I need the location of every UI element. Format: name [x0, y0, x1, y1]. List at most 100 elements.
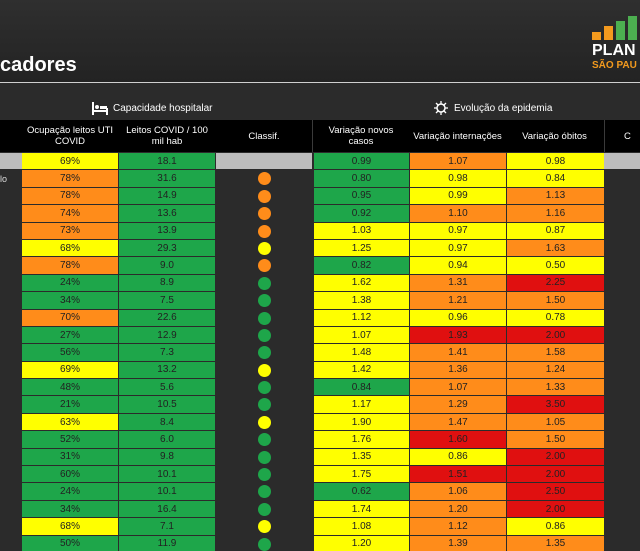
region-name: [0, 536, 20, 551]
cell-casos: 1.74: [314, 500, 409, 518]
region-name: [0, 275, 20, 291]
cell-casos: 0.99: [314, 153, 409, 170]
table-row[interactable]: 50% 11.9 1.20 1.39 1.35: [0, 535, 640, 551]
section-hospital-capacity: Capacidade hospitalar: [91, 98, 213, 118]
cell-casos: 1.17: [314, 396, 409, 413]
header-separator: [604, 120, 605, 152]
classification-dot-icon: [258, 328, 271, 342]
cell-obitos: 2.50: [507, 483, 604, 500]
table-row[interactable]: 48% 5.6 0.84 1.07 1.33: [0, 379, 640, 396]
cell-uti: 60%: [22, 466, 118, 483]
region-name: [0, 205, 20, 221]
cell-uti: 78%: [22, 187, 118, 205]
table-row[interactable]: 73% 13.9 1.03 0.97 0.87: [0, 222, 640, 240]
table-row[interactable]: 21% 10.5 1.17 1.29 3.50: [0, 396, 640, 413]
classification-dot-icon: [258, 311, 271, 325]
table-row[interactable]: 24% 10.1 0.62 1.06 2.50: [0, 483, 640, 500]
region-name: lo: [0, 173, 8, 184]
table-row[interactable]: 63% 8.4 1.90 1.47 1.05: [0, 413, 640, 431]
cell-obitos: 1.50: [507, 431, 604, 448]
cell-leitos: 10.1: [119, 466, 215, 483]
cell-casos: 0.95: [314, 187, 409, 205]
cell-obitos: 1.58: [507, 344, 604, 361]
cell-obitos: 0.50: [507, 257, 604, 274]
table-row[interactable]: 69% 13.2 1.42 1.36 1.24: [0, 361, 640, 379]
table-row[interactable]: 34% 7.5 1.38 1.21 1.50: [0, 292, 640, 309]
logo-wordmark: PLAN: [592, 42, 636, 59]
col-header-leitos[interactable]: Leitos COVID / 100 mil hab: [126, 125, 208, 147]
col-header-internacoes[interactable]: Variação internações: [413, 130, 502, 142]
cell-uti: 52%: [22, 431, 118, 448]
cell-casos: 1.07: [314, 326, 409, 344]
cell-inter: 0.94: [410, 257, 506, 274]
cell-obitos: 0.78: [507, 309, 604, 326]
classification-dot-icon: [258, 468, 271, 482]
cell-leitos: 29.3: [119, 239, 215, 257]
cell-leitos: 8.9: [119, 274, 215, 292]
table-row[interactable]: 78% 9.0 0.82 0.94 0.50: [0, 257, 640, 274]
classification-dot-icon: [258, 276, 271, 290]
title-divider: [0, 82, 640, 83]
cell-uti: 56%: [22, 344, 118, 361]
table-row[interactable]: 74% 13.6 0.92 1.10 1.16: [0, 205, 640, 222]
table-row[interactable]: lo 78% 31.6 0.80 0.98 0.84: [0, 170, 640, 187]
cell-inter: 1.39: [410, 535, 506, 551]
table-row[interactable]: 27% 12.9 1.07 1.93 2.00: [0, 326, 640, 344]
region-name: [0, 501, 20, 517]
cell-inter: 1.31: [410, 274, 506, 292]
cell-uti: 74%: [22, 205, 118, 222]
table-row[interactable]: 69% 18.1 0.99 1.07 0.98: [0, 153, 640, 170]
table-row[interactable]: 68% 7.1 1.08 1.12 0.86: [0, 518, 640, 535]
logo-bars-icon: [589, 16, 640, 40]
column-header-row: [0, 120, 640, 152]
cell-casos: 0.82: [314, 257, 409, 274]
classification-dot-icon: [258, 363, 271, 377]
classification-dot-icon: [258, 450, 271, 464]
table-row[interactable]: 31% 9.8 1.35 0.86 2.00: [0, 448, 640, 466]
region-name: [0, 257, 20, 273]
table-row[interactable]: 78% 14.9 0.95 0.99 1.13: [0, 187, 640, 205]
cell-inter: 1.51: [410, 466, 506, 483]
region-name: [0, 466, 20, 482]
col-header-classif[interactable]: Classif.: [248, 130, 280, 142]
cell-inter: 0.96: [410, 309, 506, 326]
table-row[interactable]: 24% 8.9 1.62 1.31 2.25: [0, 274, 640, 292]
col-header-obitos[interactable]: Variação óbitos: [522, 130, 587, 142]
cell-casos: 0.62: [314, 483, 409, 500]
classification-dot-icon: [258, 346, 271, 360]
col-header-extra[interactable]: C: [624, 130, 631, 142]
table-row[interactable]: 68% 29.3 1.25 0.97 1.63: [0, 239, 640, 257]
cell-leitos: 18.1: [119, 153, 215, 170]
col-header-casos[interactable]: Variação novos casos: [328, 125, 394, 147]
cell-casos: 1.35: [314, 448, 409, 466]
table-row[interactable]: 34% 16.4 1.74 1.20 2.00: [0, 500, 640, 518]
cell-uti: 70%: [22, 309, 118, 326]
region-name: [0, 483, 20, 499]
cell-uti: 78%: [22, 257, 118, 274]
classification-dot-icon: [258, 433, 271, 447]
table-row[interactable]: 56% 7.3 1.48 1.41 1.58: [0, 344, 640, 361]
region-name: [0, 240, 20, 256]
cell-uti: 78%: [22, 170, 118, 187]
region-name: [0, 188, 20, 204]
cell-uti: 48%: [22, 379, 118, 396]
cell-obitos: 2.00: [507, 326, 604, 344]
cell-casos: 0.84: [314, 379, 409, 396]
table-row[interactable]: 70% 22.6 1.12 0.96 0.78: [0, 309, 640, 327]
table-row[interactable]: 60% 10.1 1.75 1.51 2.00: [0, 466, 640, 483]
col-header-uti[interactable]: Ocupação leitos UTI COVID: [26, 125, 114, 147]
table-row[interactable]: 52% 6.0 1.76 1.60 1.50: [0, 431, 640, 448]
cell-casos: 1.20: [314, 535, 409, 551]
cell-inter: 1.47: [410, 413, 506, 431]
cell-casos: 0.92: [314, 205, 409, 222]
cell-casos: 0.80: [314, 170, 409, 187]
cell-inter: 1.12: [410, 518, 506, 535]
cell-casos: 1.48: [314, 344, 409, 361]
classification-dot-icon: [258, 207, 271, 221]
header-bar: [0, 0, 640, 82]
cell-leitos: 12.9: [119, 326, 215, 344]
cell-uti: 73%: [22, 222, 118, 239]
cell-casos: 1.08: [314, 518, 409, 535]
cell-uti: 27%: [22, 326, 118, 344]
region-name: [0, 223, 20, 239]
